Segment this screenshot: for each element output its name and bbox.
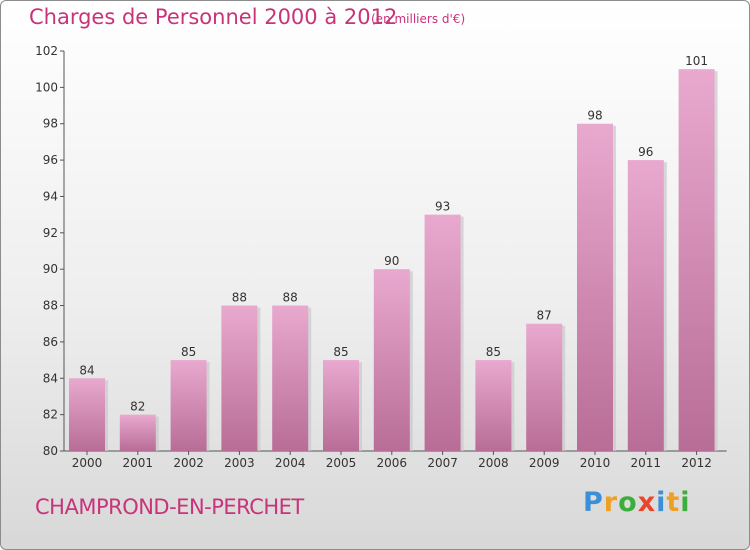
y-tick-label: 80 bbox=[43, 444, 58, 458]
value-label: 88 bbox=[283, 291, 298, 305]
bar-2007 bbox=[424, 214, 461, 451]
value-label: 88 bbox=[232, 291, 247, 305]
value-label: 82 bbox=[130, 400, 145, 414]
logo-letter: x bbox=[637, 487, 657, 518]
x-tick-label: 2008 bbox=[478, 456, 509, 470]
chart-bars bbox=[69, 69, 718, 452]
bar-2002 bbox=[170, 360, 207, 451]
bar-2009 bbox=[526, 323, 563, 451]
bar-2008 bbox=[475, 360, 512, 451]
bar-2000 bbox=[69, 378, 105, 451]
value-label: 85 bbox=[333, 345, 348, 359]
y-tick-label: 96 bbox=[43, 153, 58, 167]
bar-2011 bbox=[627, 160, 664, 451]
x-tick-label: 2007 bbox=[427, 456, 458, 470]
value-label: 96 bbox=[638, 145, 653, 159]
x-tick-label: 2012 bbox=[681, 456, 712, 470]
bar-2012 bbox=[678, 69, 715, 451]
x-tick-label: 2006 bbox=[377, 456, 408, 470]
proxiti-logo: Proxiti bbox=[583, 487, 691, 518]
x-tick-label: 2010 bbox=[580, 456, 611, 470]
chart-labels: 2000 84 2001 82 2002 85 2003 88 2004 88 2005 85 2006… bbox=[72, 54, 712, 470]
y-tick-label: 102 bbox=[35, 44, 58, 58]
x-tick-label: 2011 bbox=[631, 456, 662, 470]
x-tick-label: 2000 bbox=[72, 456, 103, 470]
value-label: 85 bbox=[181, 345, 196, 359]
y-tick-label: 84 bbox=[43, 371, 58, 385]
x-tick-label: 2009 bbox=[529, 456, 560, 470]
y-tick-label: 90 bbox=[43, 262, 58, 276]
value-label: 87 bbox=[537, 309, 552, 323]
x-tick-label: 2004 bbox=[275, 456, 306, 470]
chart-axes: 80 82 84 86 88 90 92 94 96 98 100 102 bbox=[35, 44, 727, 458]
logo-letter: o bbox=[618, 487, 638, 518]
y-tick-label: 86 bbox=[43, 335, 58, 349]
bar-2010 bbox=[577, 123, 613, 452]
value-label: 93 bbox=[435, 200, 450, 214]
logo-letter: r bbox=[603, 487, 619, 518]
chart-subtitle: (en milliers d'€) bbox=[371, 12, 466, 26]
logo-letter: t bbox=[666, 487, 681, 518]
bar-2004 bbox=[272, 305, 309, 451]
bar-2003 bbox=[221, 305, 258, 451]
value-label: 84 bbox=[79, 363, 94, 377]
bar-2005 bbox=[323, 360, 359, 451]
value-label: 90 bbox=[384, 254, 399, 268]
y-tick-label: 92 bbox=[43, 226, 58, 240]
logo-letter: i bbox=[656, 487, 667, 518]
value-label: 85 bbox=[486, 345, 501, 359]
y-tick-label: 88 bbox=[43, 299, 58, 313]
value-label: 98 bbox=[587, 109, 602, 123]
x-tick-label: 2005 bbox=[326, 456, 357, 470]
x-tick-label: 2003 bbox=[224, 456, 255, 470]
bar-2006 bbox=[373, 269, 410, 451]
bar-2001 bbox=[119, 414, 156, 451]
logo-letter: i bbox=[680, 487, 691, 518]
x-tick-label: 2002 bbox=[173, 456, 204, 470]
x-tick-label: 2001 bbox=[123, 456, 154, 470]
y-tick-label: 82 bbox=[43, 408, 58, 422]
y-tick-label: 100 bbox=[35, 80, 58, 94]
y-tick-label: 94 bbox=[43, 189, 58, 203]
logo-letter: P bbox=[583, 487, 604, 518]
value-label: 101 bbox=[685, 54, 708, 68]
commune-name: CHAMPROND-EN-PERCHET bbox=[35, 495, 304, 519]
y-tick-label: 98 bbox=[43, 117, 58, 131]
chart-title: Charges de Personnel 2000 à 2012 bbox=[29, 5, 398, 29]
